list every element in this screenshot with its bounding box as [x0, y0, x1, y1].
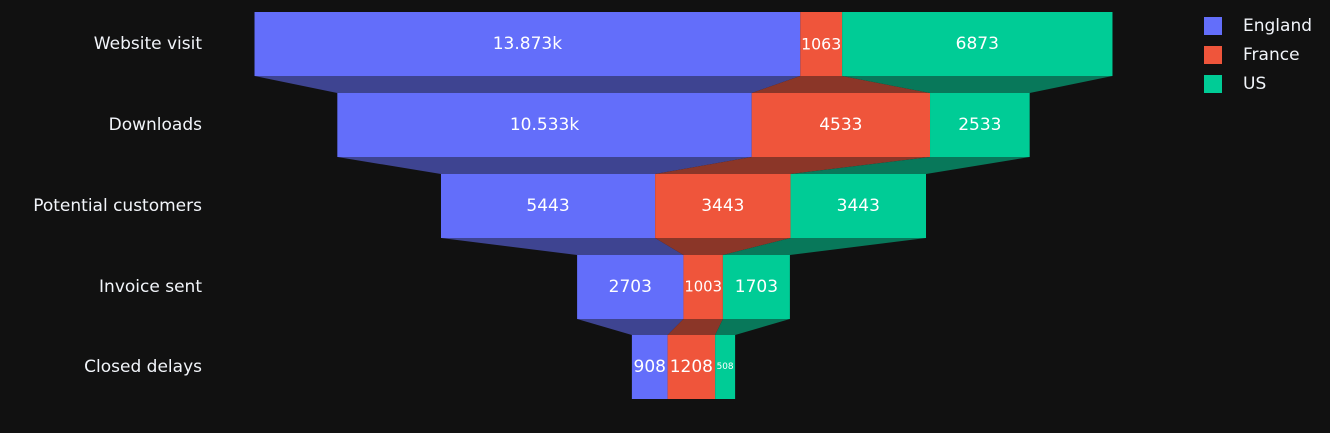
connector-us-1	[842, 76, 1113, 93]
value-label-us-downloads: 2533	[958, 115, 1001, 135]
value-label-england-potential-customers: 5443	[526, 196, 569, 216]
bar-england-invoice-sent[interactable]	[577, 255, 684, 319]
funnel-connectors	[254, 76, 1113, 335]
legend-label-france: France	[1243, 45, 1300, 65]
connector-france-1	[751, 76, 931, 93]
bar-us-downloads[interactable]	[930, 93, 1030, 157]
bar-england-website-visit[interactable]	[254, 12, 801, 76]
bar-france-downloads[interactable]	[751, 93, 931, 157]
legend-label-england: England	[1243, 16, 1313, 36]
connector-england-1	[254, 76, 801, 93]
bar-france-closed-delays[interactable]	[667, 335, 716, 399]
connector-france-2	[655, 157, 931, 174]
connector-us-3	[722, 238, 927, 255]
value-label-england-website-visit: 13.873k	[493, 34, 562, 54]
bar-us-invoice-sent[interactable]	[722, 255, 790, 319]
bar-france-potential-customers[interactable]	[655, 174, 791, 238]
value-label-france-downloads: 4533	[819, 115, 862, 135]
connector-france-4	[667, 319, 723, 335]
value-label-france-closed-delays: 1208	[670, 357, 713, 377]
legend-label-us: US	[1243, 74, 1267, 94]
category-label-downloads: Downloads	[109, 115, 203, 135]
bar-england-closed-delays[interactable]	[631, 335, 668, 399]
value-label-france-potential-customers: 3443	[701, 196, 744, 216]
bar-us-closed-delays[interactable]	[715, 335, 736, 399]
category-label-website-visit: Website visit	[94, 34, 203, 54]
category-label-potential-customers: Potential customers	[33, 196, 202, 216]
legend-swatch-england	[1204, 17, 1222, 35]
value-label-france-website-visit: 1063	[801, 35, 841, 54]
connector-us-4	[715, 319, 790, 335]
value-label-us-potential-customers: 3443	[837, 196, 880, 216]
category-axis: Website visit Downloads Potential customer…	[33, 34, 202, 377]
value-label-us-website-visit: 6873	[956, 34, 999, 54]
connector-france-3	[655, 238, 791, 255]
bar-france-website-visit[interactable]	[800, 12, 843, 76]
bar-us-website-visit[interactable]	[842, 12, 1113, 76]
funnel-bars: 13.873k 1063 6873 10.533k 4533 2533 5443 3443 34…	[254, 12, 1113, 399]
value-label-england-closed-delays: 908	[634, 357, 666, 377]
legend-swatch-us	[1204, 75, 1222, 93]
bar-us-potential-customers[interactable]	[790, 174, 927, 238]
value-label-france-invoice-sent: 1003	[684, 279, 722, 296]
category-label-closed-delays: Closed delays	[84, 357, 202, 377]
connector-england-3	[440, 238, 684, 255]
legend-swatch-france	[1204, 46, 1222, 64]
category-label-invoice-sent: Invoice sent	[99, 277, 202, 297]
value-label-england-downloads: 10.533k	[510, 115, 579, 135]
connector-england-4	[577, 319, 684, 335]
value-label-us-invoice-sent: 1703	[735, 277, 778, 297]
value-label-england-invoice-sent: 2703	[609, 277, 652, 297]
connector-us-2	[790, 157, 1030, 174]
value-label-us-closed-delays: 508	[717, 362, 734, 372]
bar-england-potential-customers[interactable]	[440, 174, 656, 238]
bar-france-invoice-sent[interactable]	[683, 255, 723, 319]
bar-england-downloads[interactable]	[337, 93, 752, 157]
connector-england-2	[337, 157, 752, 174]
